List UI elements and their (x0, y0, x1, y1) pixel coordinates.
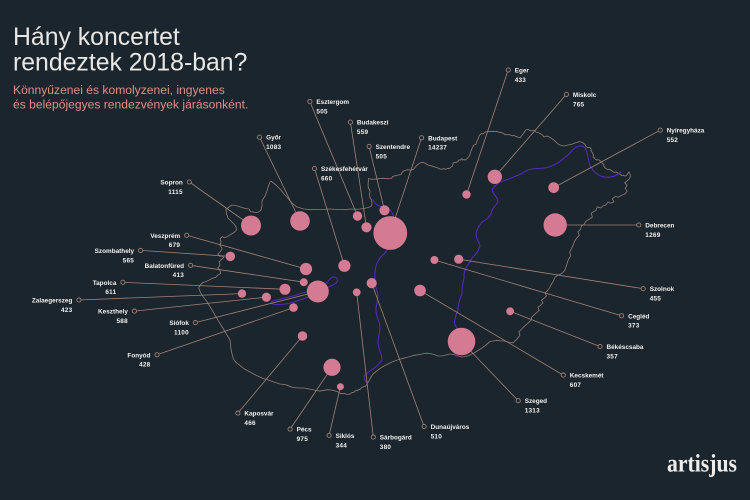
svg-text:380: 380 (380, 444, 392, 451)
svg-text:Pécs: Pécs (297, 427, 312, 434)
svg-text:1115: 1115 (168, 189, 183, 196)
svg-text:14237: 14237 (428, 145, 447, 152)
svg-text:1269: 1269 (645, 232, 660, 239)
svg-text:Győr: Győr (266, 135, 281, 142)
svg-text:765: 765 (573, 101, 585, 108)
svg-text:Kecskemét: Kecskemét (570, 373, 605, 380)
svg-text:és belépőjegyes rendezvények j: és belépőjegyes rendezvények járásonként… (13, 98, 248, 112)
svg-text:Debrecen: Debrecen (645, 223, 674, 230)
svg-text:artisjus: artisjus (667, 448, 737, 477)
svg-text:552: 552 (667, 137, 679, 144)
svg-text:Zalaegerszeg: Zalaegerszeg (32, 298, 73, 305)
svg-text:Siófok: Siófok (169, 320, 189, 327)
svg-text:588: 588 (116, 318, 128, 325)
svg-text:1100: 1100 (174, 330, 189, 337)
svg-text:Budapest: Budapest (428, 135, 458, 142)
svg-text:Esztergom: Esztergom (316, 99, 349, 106)
svg-text:344: 344 (336, 442, 348, 449)
svg-text:611: 611 (105, 289, 116, 296)
svg-text:Könnyűzenei és komolyzenei, in: Könnyűzenei és komolyzenei, ingyenes (13, 83, 225, 97)
svg-text:373: 373 (628, 323, 640, 330)
svg-text:Szolnok: Szolnok (650, 286, 675, 293)
svg-text:Hány koncertet: Hány koncertet (13, 24, 180, 51)
svg-text:660: 660 (321, 175, 333, 182)
svg-text:679: 679 (169, 242, 181, 249)
svg-text:Veszprém: Veszprém (150, 233, 180, 240)
svg-text:Székesfehérvár: Székesfehérvár (321, 166, 368, 173)
svg-text:357: 357 (607, 353, 619, 360)
svg-text:505: 505 (316, 109, 328, 116)
svg-text:Eger: Eger (515, 68, 530, 75)
svg-text:Budakeszi: Budakeszi (357, 120, 389, 127)
svg-text:607: 607 (570, 382, 582, 389)
svg-text:Szeged: Szeged (525, 398, 547, 405)
svg-text:rendeztek 2018-ban?: rendeztek 2018-ban? (13, 50, 247, 77)
svg-text:Miskolc: Miskolc (573, 92, 597, 99)
svg-text:433: 433 (515, 77, 527, 84)
svg-text:Tapolca: Tapolca (93, 280, 117, 287)
svg-text:466: 466 (244, 420, 256, 427)
svg-text:Szentendre: Szentendre (376, 144, 411, 151)
svg-text:559: 559 (357, 129, 369, 136)
svg-text:Békéscsaba: Békéscsaba (607, 344, 644, 351)
svg-text:Sopron: Sopron (160, 180, 182, 187)
svg-text:Sárbogárd: Sárbogárd (380, 435, 412, 442)
svg-text:Cegléd: Cegléd (628, 313, 649, 320)
svg-text:505: 505 (376, 153, 388, 160)
svg-text:1083: 1083 (266, 144, 281, 151)
svg-text:Fonyód: Fonyód (127, 352, 150, 359)
svg-text:Siklós: Siklós (336, 433, 355, 440)
svg-text:1313: 1313 (525, 408, 540, 415)
svg-text:Szombathely: Szombathely (95, 248, 135, 255)
svg-text:565: 565 (123, 257, 135, 264)
svg-text:428: 428 (139, 362, 151, 369)
svg-text:Dunaújváros: Dunaújváros (431, 424, 470, 431)
svg-text:975: 975 (297, 436, 309, 443)
svg-text:Nyíregyháza: Nyíregyháza (667, 128, 705, 135)
svg-text:455: 455 (650, 296, 662, 303)
svg-text:413: 413 (173, 272, 185, 279)
svg-text:Kaposvár: Kaposvár (244, 411, 274, 418)
svg-text:Keszthely: Keszthely (98, 309, 128, 316)
svg-text:510: 510 (431, 433, 443, 440)
svg-text:Balatonfüred: Balatonfüred (145, 263, 185, 270)
svg-text:423: 423 (61, 307, 73, 314)
